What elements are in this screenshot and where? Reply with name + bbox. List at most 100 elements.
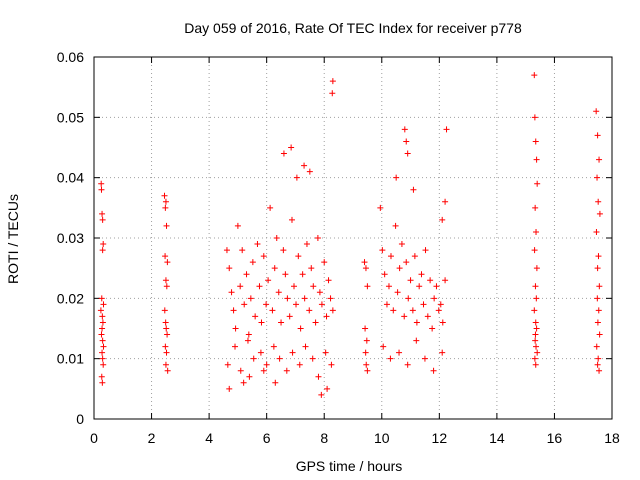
data-point (99, 349, 106, 356)
data-point (594, 174, 601, 181)
chart-title: Day 059 of 2016, Rate Of TEC Index for r… (184, 20, 522, 36)
data-point (99, 216, 106, 223)
data-point (310, 283, 317, 290)
data-point (443, 126, 450, 133)
x-axis-label: GPS time / hours (296, 458, 403, 474)
y-tick-label: 0.06 (57, 49, 84, 65)
data-point (98, 373, 105, 380)
data-point (431, 295, 438, 302)
data-point (234, 222, 241, 229)
data-point (161, 307, 168, 314)
data-point (594, 319, 601, 326)
data-point (593, 108, 600, 115)
data-point (435, 307, 442, 314)
x-tick-label: 12 (432, 430, 448, 446)
x-tick-label: 8 (320, 430, 328, 446)
data-point (422, 247, 429, 254)
data-point (595, 198, 602, 205)
y-axis-label: ROTI / TECUs (5, 194, 21, 284)
x-tick-label: 4 (205, 430, 213, 446)
data-point (531, 307, 538, 314)
data-point (596, 210, 603, 217)
data-point (245, 331, 252, 338)
data-point (381, 271, 388, 278)
data-point (306, 168, 313, 175)
data-point (398, 241, 405, 248)
data-point (362, 349, 369, 356)
data-point (291, 283, 298, 290)
x-tick-label: 6 (263, 430, 271, 446)
data-point (531, 114, 538, 121)
data-point (362, 265, 369, 272)
axis-ticks: 0 2 4 6 8 10 12 14 16 18 0 0.01 0.02 0.03 0.04 0.05 0.06 (57, 49, 620, 446)
data-point (316, 289, 323, 296)
data-point (249, 259, 256, 266)
data-point (418, 271, 425, 278)
data-point (393, 174, 400, 181)
data-point (164, 259, 171, 266)
data-point (383, 301, 390, 308)
x-tick-label: 14 (489, 430, 505, 446)
data-point (99, 210, 106, 217)
data-point (162, 361, 169, 368)
data-point (361, 259, 368, 266)
data-point (430, 367, 437, 374)
data-point (224, 361, 231, 368)
data-point (162, 204, 169, 211)
data-point (411, 253, 418, 260)
data-point (532, 331, 539, 338)
data-point (239, 247, 246, 254)
data-point (596, 283, 603, 290)
data-point (396, 349, 403, 356)
x-tick-label: 0 (90, 430, 98, 446)
data-point (260, 253, 267, 260)
data-point (260, 367, 267, 374)
data-point (230, 307, 237, 314)
data-point (533, 295, 540, 302)
data-point (98, 295, 105, 302)
data-point (289, 349, 296, 356)
data-point (283, 367, 290, 374)
data-point (322, 349, 329, 356)
data-point (407, 277, 414, 284)
data-point (297, 325, 304, 332)
data-point (98, 180, 105, 187)
data-point (424, 313, 431, 320)
x-tick-label: 18 (604, 430, 620, 446)
data-point (531, 72, 538, 79)
data-point (380, 343, 387, 350)
grid-lines (94, 57, 612, 419)
data-point (265, 277, 272, 284)
data-point (162, 198, 169, 205)
data-point (439, 349, 446, 356)
data-point (99, 247, 106, 254)
y-tick-label: 0.03 (57, 230, 84, 246)
data-point (439, 216, 446, 223)
data-point (392, 222, 399, 229)
data-point (299, 271, 306, 278)
data-point (329, 90, 336, 97)
data-point (329, 307, 336, 314)
data-point (228, 289, 235, 296)
data-point (401, 126, 408, 133)
data-point (532, 283, 539, 290)
data-point (433, 283, 440, 290)
data-point (99, 337, 106, 344)
data-point (100, 301, 107, 308)
data-point (244, 337, 251, 344)
y-tick-label: 0.02 (57, 290, 84, 306)
data-point (163, 325, 170, 332)
y-tick-label: 0.01 (57, 351, 84, 367)
data-point (282, 271, 289, 278)
data-point (531, 247, 538, 254)
data-point (293, 174, 300, 181)
data-point (439, 319, 446, 326)
data-point (409, 307, 416, 314)
data-point (237, 283, 244, 290)
data-point (164, 331, 171, 338)
data-point (324, 385, 331, 392)
data-point (226, 265, 233, 272)
data-point (309, 355, 316, 362)
data-point (593, 228, 600, 235)
data-point (100, 343, 107, 350)
